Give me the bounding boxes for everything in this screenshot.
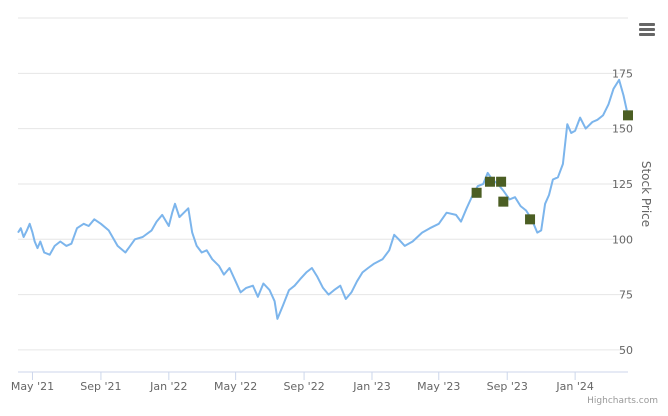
signal-marker[interactable]: [498, 196, 509, 207]
signal-marker[interactable]: [623, 110, 633, 121]
price-series-line: [17, 78, 629, 320]
x-tick-label: Jan '23: [352, 380, 390, 393]
x-tick-label: Sep '21: [80, 380, 121, 393]
y-axis-title: Stock Price: [639, 161, 653, 227]
x-tick-label: Sep '22: [283, 380, 324, 393]
x-tick-label: Jan '22: [149, 380, 187, 393]
signal-marker[interactable]: [525, 214, 536, 225]
x-tick-label: Jan '24: [555, 380, 593, 393]
x-tick-label: May '23: [417, 380, 460, 393]
signal-marker[interactable]: [471, 187, 482, 198]
gridlines: [18, 17, 628, 351]
y-tick-label: 150: [612, 123, 633, 136]
y-tick-label: 100: [612, 233, 633, 246]
y-axis: 50 75 100 125 150 175: [612, 67, 633, 357]
x-tick-label: Sep '23: [487, 380, 528, 393]
y-tick-label: 50: [619, 344, 633, 357]
y-tick-label: 175: [612, 67, 633, 80]
y-tick-label: 125: [612, 178, 633, 191]
signal-marker[interactable]: [496, 176, 507, 187]
x-tick-label: May '21: [11, 380, 54, 393]
signal-marker[interactable]: [484, 176, 495, 187]
credits-link[interactable]: Highcharts.com: [587, 396, 658, 406]
x-axis: May '21 Sep '21 Jan '22 May '22 Sep '22 Jan '…: [11, 371, 628, 393]
x-tick-label: May '22: [214, 380, 257, 393]
y-tick-label: 75: [619, 289, 633, 302]
series-layer: [17, 78, 629, 320]
hamburger-menu-icon[interactable]: [639, 23, 655, 36]
markers-layer: [471, 110, 633, 225]
menu-button[interactable]: [634, 18, 660, 40]
